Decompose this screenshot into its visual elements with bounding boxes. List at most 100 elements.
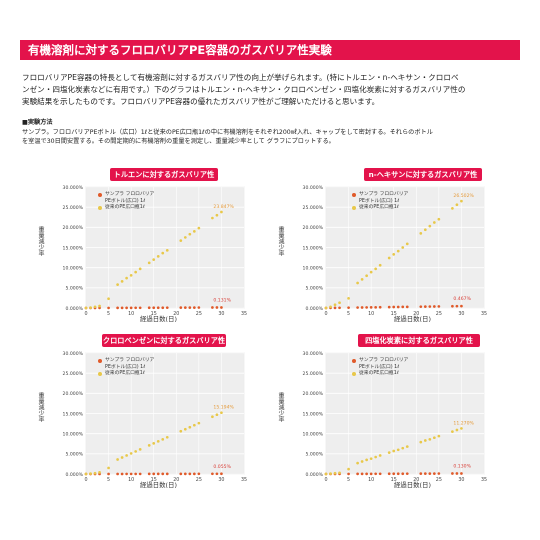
data-point	[324, 306, 328, 310]
data-point	[356, 461, 359, 465]
y-tick-label: 20.000%	[63, 225, 84, 231]
chart-svg: 0.000% 5.000% 10.000% 15.000% 20.000% 25.000%…	[63, 351, 248, 483]
y-tick-label: 25.000%	[63, 371, 84, 377]
data-point	[378, 263, 382, 267]
x-axis-label: 経過日数(日)	[140, 481, 177, 489]
data-label: 23.847%	[213, 204, 234, 210]
data-point	[84, 306, 88, 310]
data-point	[183, 472, 187, 476]
y-tick-label: 15.000%	[63, 411, 84, 417]
y-tick-label: 5.000%	[305, 286, 323, 292]
data-point	[192, 472, 196, 476]
data-point	[419, 440, 423, 444]
data-point	[451, 472, 454, 475]
data-point	[215, 213, 219, 217]
x-tick-label: 20	[173, 477, 179, 483]
data-point	[98, 471, 101, 474]
data-label: 26.502%	[453, 193, 474, 199]
data-point	[369, 306, 373, 309]
data-point	[107, 472, 110, 476]
data-point	[211, 415, 214, 419]
chart-legend: サンプラ フロロバリア PEボトル(広口) 1ℓ 従来のPE広口瓶1ℓ	[352, 192, 411, 212]
data-point	[147, 472, 151, 476]
data-point	[378, 472, 382, 476]
data-point	[365, 274, 368, 278]
y-tick-label: 10.000%	[303, 265, 324, 271]
data-point	[401, 446, 405, 450]
data-point	[134, 450, 138, 453]
page-title: 有機溶剤に対するフロロバリアPE容器のガスバリア性実験	[20, 40, 520, 60]
x-tick-label: 15	[151, 477, 157, 483]
legend-item: 従来のPE広口瓶1ℓ	[98, 371, 157, 378]
data-point	[192, 306, 196, 309]
y-tick-label: 0.000%	[65, 306, 83, 312]
y-tick-label: 30.000%	[63, 351, 84, 357]
data-point	[428, 472, 432, 475]
x-tick-label: 0	[84, 477, 87, 483]
data-point	[437, 217, 441, 221]
data-point	[211, 472, 214, 476]
data-point	[378, 305, 382, 309]
data-point	[405, 445, 409, 448]
data-point	[356, 472, 359, 476]
data-point	[179, 239, 183, 242]
data-point	[138, 472, 142, 476]
data-point	[120, 456, 124, 459]
data-point	[197, 472, 201, 476]
data-point	[455, 428, 459, 432]
data-point	[451, 304, 454, 308]
legend-label: サンプラ フロロバリア PEボトル(広口) 1ℓ	[105, 192, 155, 204]
data-point	[161, 437, 165, 441]
data-point	[156, 472, 160, 476]
data-point	[451, 207, 454, 210]
data-point	[93, 305, 97, 309]
data-point	[387, 256, 391, 260]
y-tick-label: 20.000%	[303, 225, 324, 231]
chart-svg: 0.000% 5.000% 10.000% 15.000% 20.000% 25.000%…	[303, 185, 488, 317]
data-point	[188, 472, 192, 476]
x-tick-label: 10	[368, 311, 374, 317]
data-point	[387, 451, 391, 454]
y-tick-label: 25.000%	[63, 205, 84, 211]
y-tick-label: 30.000%	[63, 185, 84, 191]
data-point	[324, 472, 328, 476]
data-point	[183, 236, 187, 239]
data-point	[451, 430, 454, 433]
chart-legend: サンプラ フロロバリア PEボトル(広口) 1ℓ 従来のPE広口瓶1ℓ	[98, 192, 157, 212]
data-point	[460, 427, 463, 430]
x-tick-label: 35	[481, 311, 487, 317]
data-point	[428, 437, 432, 441]
data-point	[423, 472, 427, 475]
data-point	[428, 305, 432, 308]
data-point	[183, 306, 187, 309]
chart-title: クロロベンゼンに対するガスバリア性	[102, 334, 226, 347]
y-axis-label: 重量減少率	[37, 392, 44, 422]
legend-label: 従来のPE広口瓶1ℓ	[359, 205, 399, 210]
data-point	[432, 436, 436, 440]
chart-svg: 0.000% 5.000% 10.000% 15.000% 20.000% 25.000%…	[63, 185, 248, 317]
data-point	[392, 305, 396, 309]
data-point	[197, 226, 201, 230]
legend-item: サンプラ フロロバリア PEボトル(広口) 1ℓ	[352, 358, 411, 371]
data-point	[125, 454, 128, 457]
data-point	[374, 267, 378, 271]
y-tick-label: 10.000%	[303, 431, 324, 437]
data-point	[116, 458, 119, 461]
data-point	[215, 306, 219, 309]
y-tick-label: 30.000%	[303, 351, 324, 357]
data-point	[152, 306, 156, 310]
data-point	[338, 306, 341, 310]
x-tick-label: 0	[84, 311, 87, 317]
x-tick-label: 25	[196, 311, 202, 317]
x-tick-label: 5	[107, 311, 110, 317]
x-tick-label: 20	[413, 477, 419, 483]
legend-item: サンプラ フロロバリア PEボトル(広口) 1ℓ	[98, 358, 157, 371]
data-point	[138, 306, 142, 310]
y-tick-label: 0.000%	[65, 472, 83, 478]
legend-marker	[352, 359, 356, 363]
data-point	[347, 472, 350, 476]
data-point	[161, 472, 165, 476]
x-tick-label: 10	[368, 477, 374, 483]
x-tick-label: 10	[128, 477, 134, 483]
x-tick-label: 25	[436, 477, 442, 483]
